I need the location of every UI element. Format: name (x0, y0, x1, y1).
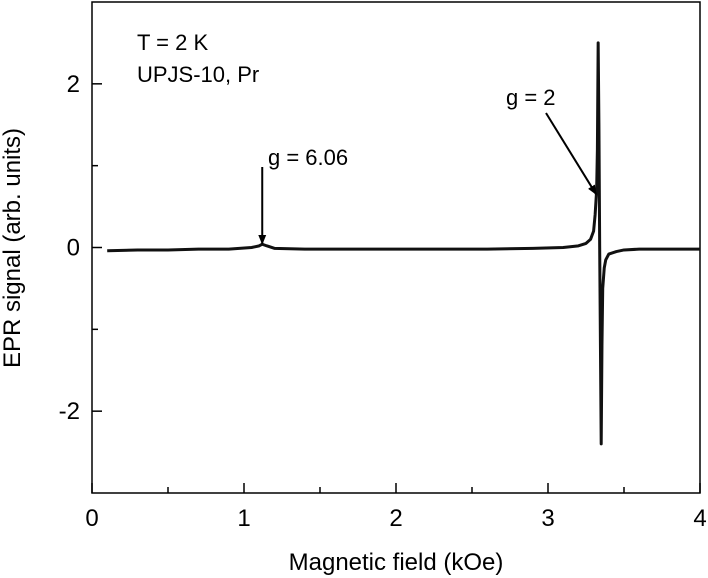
annotation-temperature: T = 2 K (137, 30, 208, 55)
annotation-g606: g = 6.06 (268, 145, 348, 170)
x-tick-label: 2 (389, 505, 402, 532)
ticks (91, 83, 701, 493)
x-tick-label: 0 (85, 505, 98, 532)
annotations: T = 2 K UPJS-10, Pr g = 6.06 g = 2 (137, 30, 598, 245)
y-tick-label: -2 (59, 398, 80, 425)
x-axis-label: Magnetic field (kOe) (289, 549, 504, 576)
annotation-g2-arrow (545, 112, 598, 196)
x-tick-label: 4 (693, 505, 706, 532)
y-tick-label: 0 (67, 235, 80, 262)
series-line (107, 41, 700, 446)
annotation-g2: g = 2 (506, 85, 556, 110)
x-tick-label: 1 (237, 505, 250, 532)
x-tick-label: 3 (541, 505, 554, 532)
y-axis-label: EPR signal (arb. units) (0, 128, 26, 368)
y-tick-label: 2 (67, 71, 80, 98)
annotation-sample: UPJS-10, Pr (137, 62, 259, 87)
tick-labels: 0 1 2 3 4 -2 0 2 (59, 71, 707, 532)
